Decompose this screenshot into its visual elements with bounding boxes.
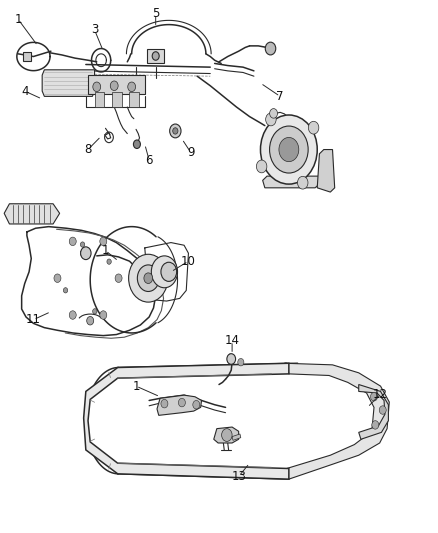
Circle shape: [372, 421, 379, 429]
Text: 7: 7: [276, 90, 284, 103]
Circle shape: [279, 138, 299, 161]
Circle shape: [193, 400, 200, 409]
Polygon shape: [157, 395, 201, 415]
Polygon shape: [263, 176, 319, 188]
Circle shape: [144, 273, 152, 284]
Circle shape: [93, 82, 101, 92]
Circle shape: [138, 265, 159, 292]
Circle shape: [173, 128, 178, 134]
Text: 6: 6: [145, 154, 153, 167]
Circle shape: [81, 247, 91, 260]
Circle shape: [265, 42, 276, 55]
Circle shape: [297, 176, 308, 189]
Text: 13: 13: [231, 470, 246, 483]
Text: 1: 1: [102, 244, 109, 257]
Bar: [95, 92, 104, 107]
Circle shape: [129, 254, 168, 302]
Circle shape: [107, 259, 111, 264]
Polygon shape: [214, 427, 239, 443]
Circle shape: [54, 274, 61, 282]
Bar: [147, 49, 164, 63]
Circle shape: [270, 109, 278, 118]
Bar: [112, 92, 122, 107]
Circle shape: [134, 140, 141, 149]
Circle shape: [69, 237, 76, 246]
Circle shape: [266, 113, 276, 126]
Polygon shape: [285, 364, 389, 479]
Circle shape: [238, 359, 244, 366]
Bar: [23, 52, 31, 61]
Text: 12: 12: [373, 387, 388, 401]
Circle shape: [261, 115, 317, 184]
Circle shape: [151, 256, 177, 288]
Polygon shape: [359, 384, 389, 439]
Circle shape: [161, 262, 177, 281]
Circle shape: [64, 288, 68, 293]
Polygon shape: [84, 364, 289, 479]
Circle shape: [379, 406, 386, 414]
Text: 1: 1: [14, 13, 22, 26]
Text: 8: 8: [85, 143, 92, 156]
Circle shape: [128, 82, 136, 92]
Polygon shape: [42, 70, 95, 96]
Circle shape: [69, 311, 76, 319]
Circle shape: [308, 122, 319, 134]
Circle shape: [115, 274, 122, 282]
Bar: [130, 92, 139, 107]
Text: 9: 9: [187, 146, 194, 159]
Text: 11: 11: [26, 313, 41, 326]
Circle shape: [100, 311, 107, 319]
Text: 14: 14: [225, 334, 240, 348]
Circle shape: [269, 126, 308, 173]
Circle shape: [110, 81, 118, 91]
Circle shape: [170, 124, 181, 138]
Text: 3: 3: [91, 23, 98, 36]
Circle shape: [93, 309, 97, 314]
Circle shape: [100, 237, 107, 246]
Circle shape: [256, 160, 267, 173]
Circle shape: [178, 398, 185, 407]
Polygon shape: [4, 204, 60, 224]
Text: 4: 4: [21, 85, 28, 98]
Polygon shape: [232, 434, 241, 440]
Circle shape: [227, 354, 236, 365]
Circle shape: [222, 429, 232, 441]
Text: 1: 1: [132, 379, 140, 393]
Circle shape: [152, 52, 159, 60]
Bar: [88, 75, 145, 94]
Circle shape: [87, 317, 94, 325]
Text: 10: 10: [181, 255, 196, 268]
Polygon shape: [317, 150, 335, 192]
Circle shape: [371, 392, 378, 401]
Circle shape: [161, 399, 168, 408]
Circle shape: [81, 242, 85, 247]
Text: 5: 5: [152, 7, 159, 20]
